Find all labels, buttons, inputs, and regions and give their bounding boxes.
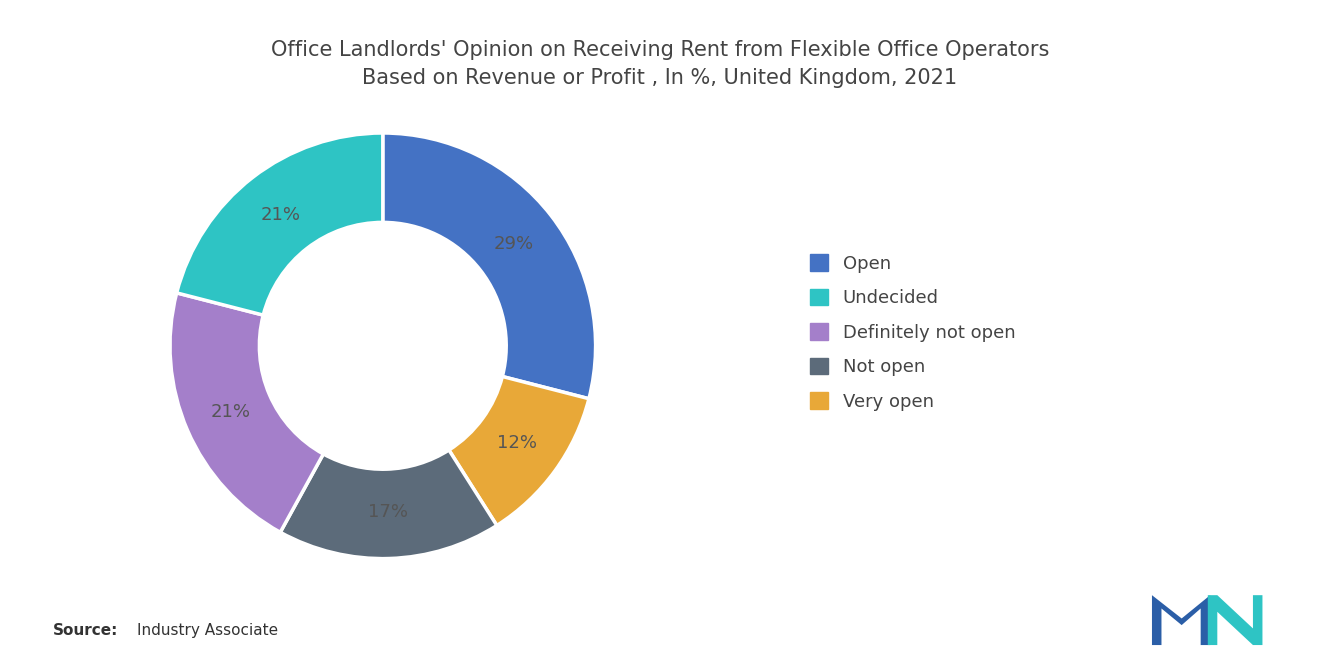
Wedge shape: [383, 133, 595, 399]
Text: 17%: 17%: [368, 503, 408, 521]
Polygon shape: [1152, 595, 1210, 645]
Text: 21%: 21%: [210, 403, 251, 421]
Wedge shape: [280, 450, 496, 559]
Wedge shape: [177, 133, 383, 315]
Text: 29%: 29%: [494, 235, 535, 253]
Wedge shape: [449, 376, 589, 525]
Text: Industry Associate: Industry Associate: [137, 623, 279, 638]
Text: 12%: 12%: [498, 434, 537, 452]
Legend: Open, Undecided, Definitely not open, Not open, Very open: Open, Undecided, Definitely not open, No…: [801, 245, 1024, 420]
Wedge shape: [170, 293, 323, 532]
Polygon shape: [1208, 595, 1262, 645]
Text: Source:: Source:: [53, 623, 119, 638]
Text: Office Landlords' Opinion on Receiving Rent from Flexible Office Operators
Based: Office Landlords' Opinion on Receiving R…: [271, 40, 1049, 88]
Text: 21%: 21%: [261, 205, 301, 223]
